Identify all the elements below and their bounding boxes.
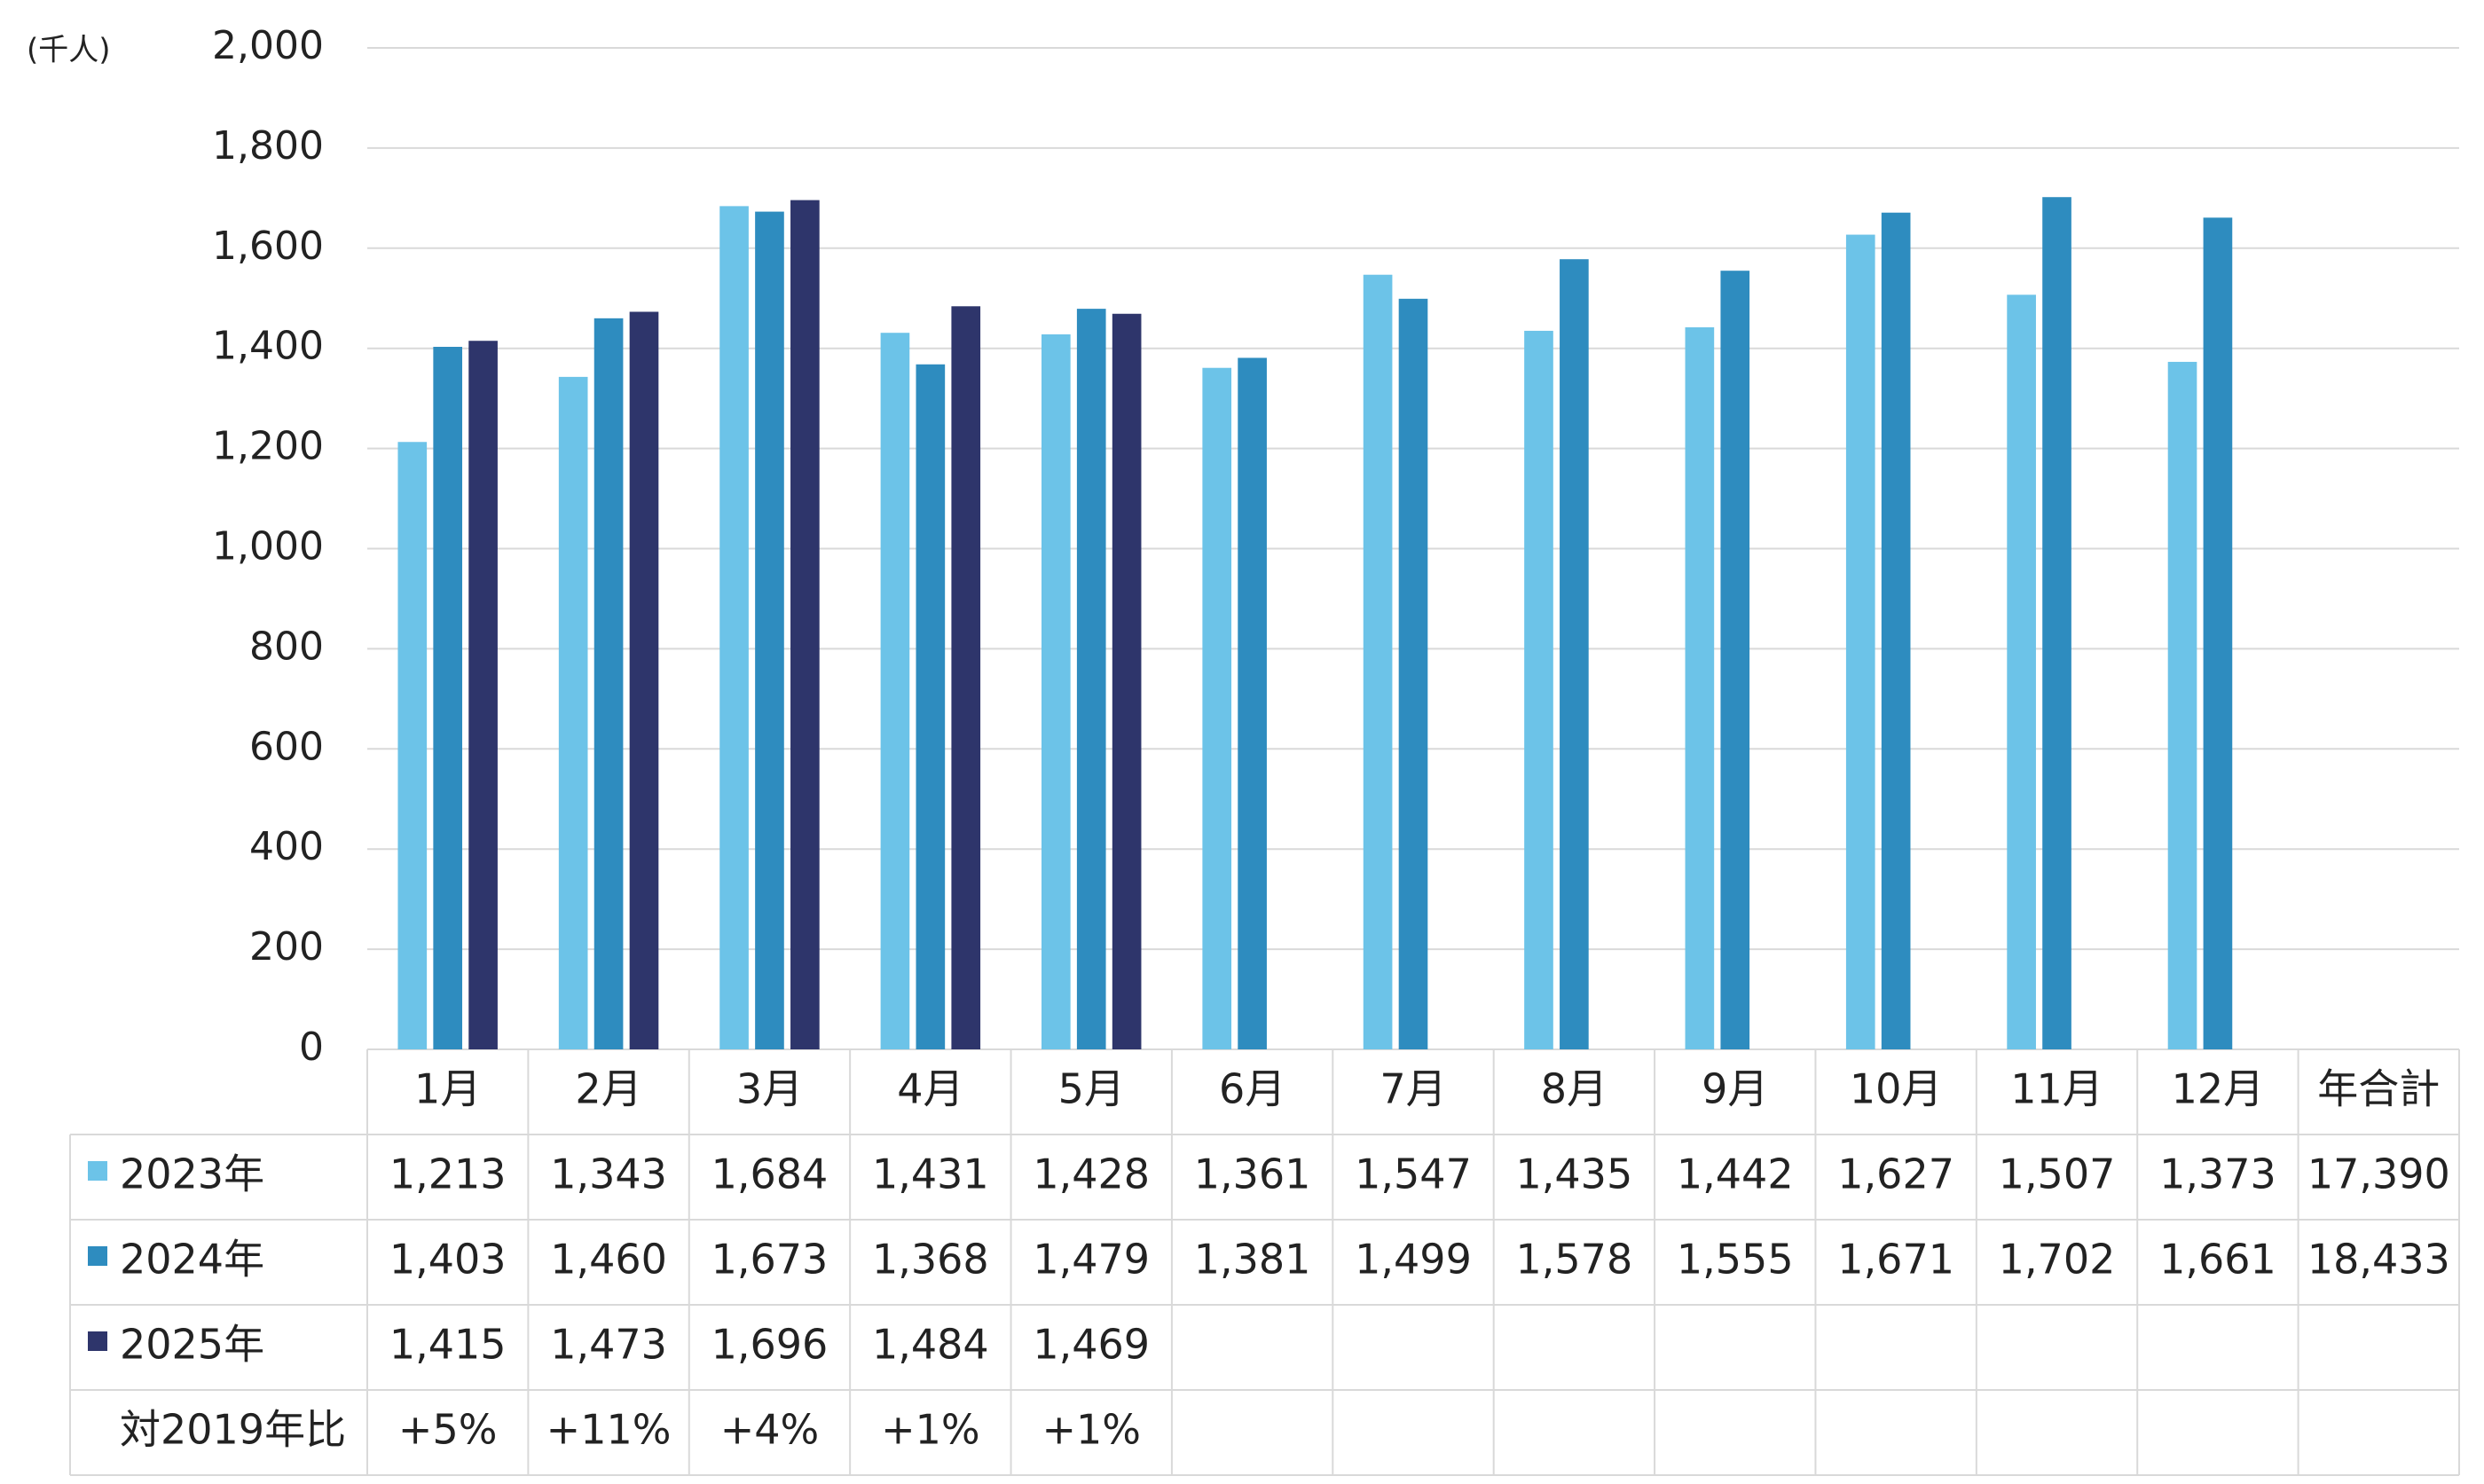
bar	[1845, 234, 1875, 1050]
table-value: 1,368	[872, 1236, 989, 1284]
total-header: 年合計	[2317, 1065, 2440, 1113]
table-value: 1,403	[389, 1236, 507, 1284]
bar	[1202, 367, 1232, 1049]
table-value: 1,578	[1516, 1236, 1633, 1284]
table-value: 1,684	[711, 1150, 829, 1198]
bar	[558, 376, 588, 1050]
y-tick-label: 1,200	[212, 424, 324, 469]
legend-label: 2024年	[120, 1236, 264, 1284]
x-tick-label: 7月	[1380, 1065, 1446, 1113]
table-value: 1,673	[711, 1236, 829, 1284]
y-tick-label: 1,600	[212, 224, 324, 269]
comparison-value: +4%	[720, 1406, 820, 1454]
table-value: 1,627	[1837, 1150, 1954, 1198]
legend-swatch	[88, 1161, 107, 1181]
table-value: 1,415	[389, 1321, 507, 1369]
bar	[2007, 294, 2036, 1050]
table-value: 1,696	[711, 1321, 829, 1369]
table-value: 1,431	[872, 1150, 989, 1198]
table-value: 1,428	[1033, 1150, 1150, 1198]
table-value: 1,361	[1194, 1150, 1311, 1198]
table-value: 1,547	[1355, 1150, 1472, 1198]
table-value: 1,702	[1999, 1236, 2116, 1284]
legend-swatch	[88, 1331, 107, 1351]
table-value: 1,213	[389, 1150, 507, 1198]
bar	[790, 200, 820, 1049]
legend-swatch	[88, 1246, 107, 1266]
x-tick-label: 8月	[1541, 1065, 1608, 1113]
table-value: 1,555	[1677, 1236, 1794, 1284]
bar	[880, 333, 910, 1049]
table-value: 1,435	[1516, 1150, 1633, 1198]
bar	[468, 341, 498, 1049]
x-tick-label: 3月	[736, 1065, 803, 1113]
comparison-value: +5%	[398, 1406, 498, 1454]
table-value: 1,671	[1837, 1236, 1954, 1284]
table-total: 18,433	[2307, 1236, 2450, 1284]
y-tick-label: 400	[249, 824, 324, 869]
table-value: 1,479	[1033, 1236, 1150, 1284]
y-tick-label: 600	[249, 724, 324, 769]
table-value: 1,469	[1033, 1321, 1150, 1369]
table-value: 1,381	[1194, 1236, 1311, 1284]
bar	[1076, 309, 1106, 1049]
bar	[755, 211, 784, 1050]
x-tick-label: 1月	[414, 1065, 481, 1113]
bar	[1720, 271, 1750, 1049]
y-tick-label: 0	[299, 1025, 324, 1070]
legend-label: 2023年	[120, 1150, 264, 1198]
bar	[916, 364, 946, 1049]
table-value: 1,507	[1999, 1150, 2116, 1198]
bar	[1881, 212, 1911, 1049]
bar	[433, 347, 463, 1050]
bar	[593, 318, 624, 1050]
bar	[2167, 361, 2197, 1049]
bar	[1524, 330, 1553, 1049]
bar	[1042, 334, 1071, 1049]
table-total: 17,390	[2307, 1150, 2450, 1198]
bar	[719, 206, 749, 1049]
comparison-value: +1%	[1042, 1406, 1141, 1454]
table-value: 1,442	[1677, 1150, 1794, 1198]
y-tick-label: 1,400	[212, 324, 324, 369]
table-value: 1,661	[2159, 1236, 2276, 1284]
x-tick-label: 12月	[2172, 1065, 2265, 1113]
y-tick-label: 800	[249, 624, 324, 669]
x-tick-label: 2月	[575, 1065, 641, 1113]
x-tick-label: 4月	[897, 1065, 963, 1113]
bar	[2042, 197, 2071, 1049]
table-value: 1,460	[550, 1236, 667, 1284]
x-tick-label: 5月	[1058, 1065, 1125, 1113]
table-value: 1,484	[872, 1321, 989, 1369]
bar	[397, 442, 428, 1050]
table-value: 1,473	[550, 1321, 667, 1369]
y-tick-label: 1,000	[212, 524, 324, 569]
legend-label: 2025年	[120, 1321, 264, 1369]
bar	[1398, 298, 1428, 1049]
y-tick-label: 2,000	[212, 23, 324, 68]
x-tick-label: 6月	[1219, 1065, 1285, 1113]
x-tick-label: 10月	[1850, 1065, 1943, 1113]
comparison-value: +11%	[546, 1406, 672, 1454]
table-value: 1,343	[550, 1150, 667, 1198]
table-value: 1,373	[2159, 1150, 2276, 1198]
y-tick-label: 1,800	[212, 123, 324, 169]
table-value: 1,499	[1355, 1236, 1472, 1284]
bar	[2203, 217, 2233, 1050]
comparison-value: +1%	[881, 1406, 980, 1454]
unit-label: (千人)	[27, 33, 111, 68]
bar	[1363, 274, 1393, 1049]
bar	[951, 306, 981, 1050]
x-tick-label: 9月	[1702, 1065, 1768, 1113]
bar	[1685, 326, 1715, 1050]
bar	[1238, 357, 1267, 1049]
bar	[629, 311, 659, 1050]
y-tick-label: 200	[249, 924, 324, 970]
bar	[1112, 313, 1142, 1049]
comparison-label: 対2019年比	[120, 1406, 346, 1454]
bar	[1560, 259, 1589, 1049]
x-tick-label: 11月	[2010, 1065, 2103, 1113]
